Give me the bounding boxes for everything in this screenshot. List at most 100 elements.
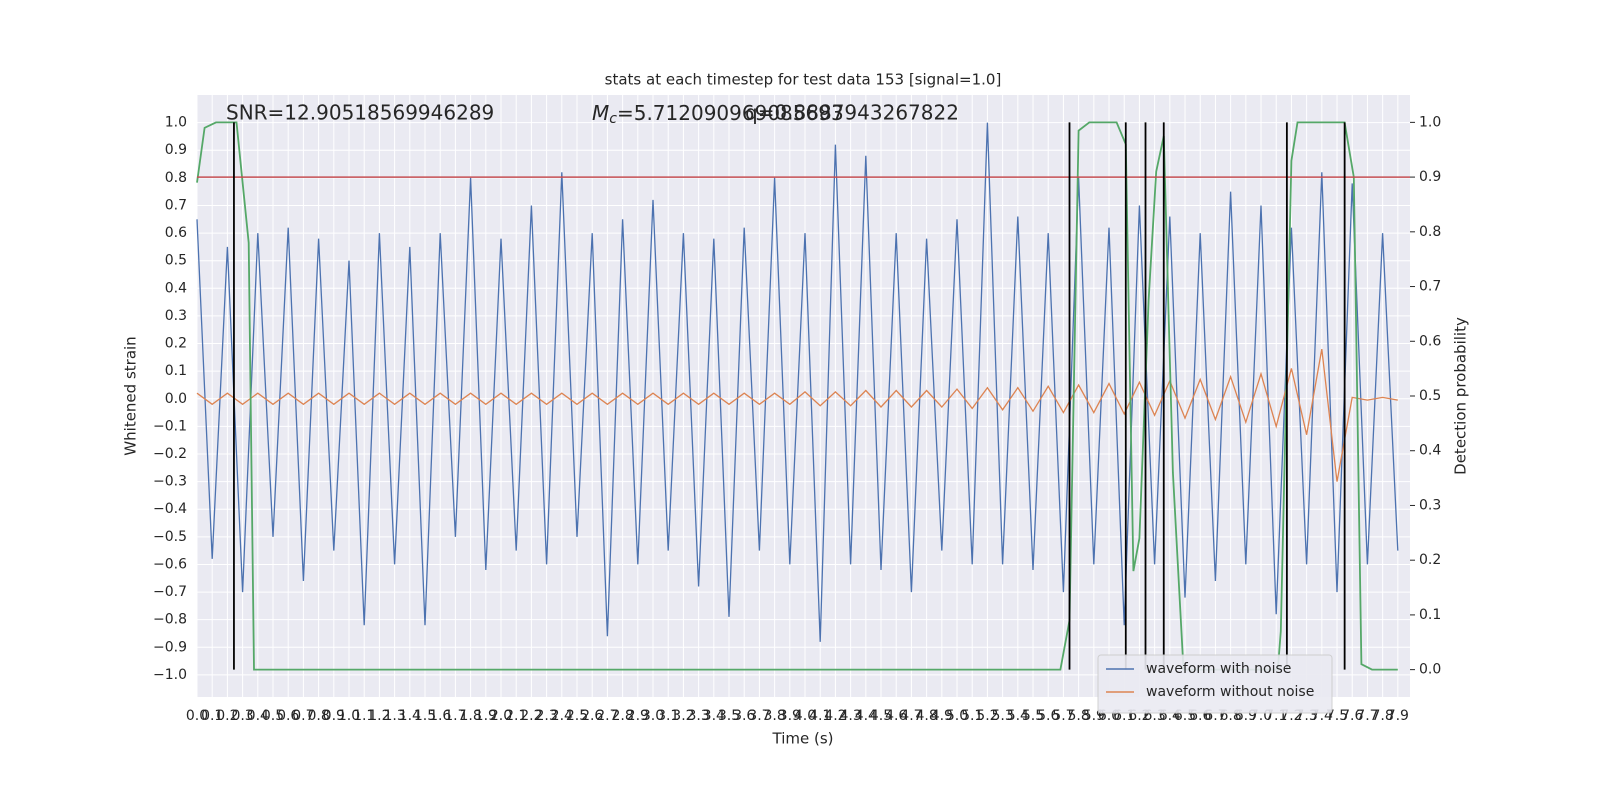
x-tick-label: 1.1 <box>353 708 375 724</box>
y-tick-label: 0.6 <box>165 225 187 241</box>
x-tick-label: 2.6 <box>581 708 603 724</box>
x-tick-label: 4.3 <box>839 708 861 724</box>
x-tick-label: 4.9 <box>931 708 953 724</box>
y-tick-label: −0.6 <box>153 556 187 572</box>
x-tick-label: 0.7 <box>292 708 314 724</box>
x-tick-label: 2.4 <box>551 708 573 724</box>
x-tick-label: 0.2 <box>216 708 238 724</box>
y-tick-label: 0.5 <box>165 253 187 269</box>
y2-tick-label: 0.6 <box>1419 333 1441 349</box>
x-tick-label: 4.6 <box>885 708 907 724</box>
x-tick-label: 5.0 <box>946 708 968 724</box>
y-tick-label: 0.1 <box>165 363 187 379</box>
x-tick-label: 1.9 <box>475 708 497 724</box>
x-tick-label: 4.8 <box>915 708 937 724</box>
x-tick-label: 5.7 <box>1052 708 1074 724</box>
y-tick-label: 0.7 <box>165 197 187 213</box>
y2-tick-label: 0.3 <box>1419 497 1441 513</box>
legend-label: waveform with noise <box>1146 661 1291 677</box>
legend-box <box>1097 654 1333 714</box>
x-tick-label: 2.7 <box>596 708 618 724</box>
x-tick-label: 5.4 <box>1007 708 1029 724</box>
x-tick-label: 5.1 <box>961 708 983 724</box>
series-line <box>196 121 1398 671</box>
x-tick-label: 5.5 <box>1022 708 1044 724</box>
x-tick-label: 0.0 <box>186 708 208 724</box>
x-tick-label: 3.0 <box>642 708 664 724</box>
x-tick-label: 7.8 <box>1372 708 1394 724</box>
x-tick-label: 0.9 <box>323 708 345 724</box>
annotation: Mc=5.712090969085693 <box>592 101 844 128</box>
x-tick-label: 1.2 <box>368 708 390 724</box>
x-tick-label: 7.7 <box>1356 708 1378 724</box>
x-tick-label: 0.4 <box>247 708 269 724</box>
x-tick-label: 7.9 <box>1387 708 1409 724</box>
y-tick-label: −0.1 <box>153 418 187 434</box>
y-tick-label: −0.9 <box>153 639 187 655</box>
y-tick-label: −0.2 <box>153 446 187 462</box>
x-tick-label: 1.3 <box>383 708 405 724</box>
y-tick-label: 0.9 <box>165 142 187 158</box>
chart-title: stats at each timestep for test data 153… <box>605 71 1002 89</box>
x-tick-label: 3.4 <box>703 708 725 724</box>
annotation-subscript: c <box>609 111 617 127</box>
x-tick-label: 2.5 <box>566 708 588 724</box>
x-tick-label: 2.1 <box>505 708 527 724</box>
x-tick-label: 5.6 <box>1037 708 1059 724</box>
x-tick-label: 5.2 <box>976 708 998 724</box>
annotation: SNR=12.90518569946289 <box>226 101 494 125</box>
x-tick-label: 5.3 <box>991 708 1013 724</box>
x-tick-label: 3.1 <box>657 708 679 724</box>
y2-tick-label: 0.9 <box>1419 169 1441 185</box>
y2-tick-label: 0.5 <box>1419 388 1441 404</box>
y2-tick-label: 0.1 <box>1419 607 1441 623</box>
x-tick-label: 3.8 <box>763 708 785 724</box>
x-tick-label: 1.8 <box>459 708 481 724</box>
x-tick-label: 1.5 <box>414 708 436 724</box>
y2-tick-label: 0.0 <box>1419 662 1441 678</box>
x-tick-label: 4.4 <box>855 708 877 724</box>
y2-tick-label: 0.8 <box>1419 224 1441 240</box>
x-tick-label: 3.3 <box>687 708 709 724</box>
y2-tick-label: 0.2 <box>1419 552 1441 568</box>
x-tick-label: 0.6 <box>277 708 299 724</box>
x-tick-label: 3.5 <box>718 708 740 724</box>
x-tick-label: 2.2 <box>520 708 542 724</box>
x-tick-label: 2.0 <box>490 708 512 724</box>
x-tick-label: 2.3 <box>535 708 557 724</box>
annotation: q=0.8887943267822 <box>745 101 959 125</box>
x-tick-label: 3.2 <box>672 708 694 724</box>
x-tick-label: 4.7 <box>900 708 922 724</box>
x-tick-label: 5.8 <box>1067 708 1089 724</box>
y2-tick-label: 1.0 <box>1419 114 1441 130</box>
y2-tick-label: 0.4 <box>1419 443 1441 459</box>
x-tick-label: 4.2 <box>824 708 846 724</box>
x-tick-label: 7.6 <box>1341 708 1363 724</box>
y-tick-label: 0.4 <box>165 280 187 296</box>
x-tick-label: 0.3 <box>231 708 253 724</box>
x-tick-label: 4.0 <box>794 708 816 724</box>
x-tick-label: 1.0 <box>338 708 360 724</box>
y-axis-label: Whitened strain <box>122 336 140 455</box>
x-tick-label: 0.8 <box>307 708 329 724</box>
y2-tick-label: 0.7 <box>1419 279 1441 295</box>
x-tick-label: 1.4 <box>399 708 421 724</box>
y-tick-label: 0.0 <box>165 391 187 407</box>
y2-axis-label: Detection probability <box>1452 317 1470 475</box>
y-tick-label: −1.0 <box>153 667 187 683</box>
y-tick-label: −0.3 <box>153 474 187 490</box>
y-tick-label: 0.8 <box>165 170 187 186</box>
legend-label: waveform without noise <box>1146 684 1314 700</box>
x-tick-label: 1.7 <box>444 708 466 724</box>
annotation-symbol: M <box>592 101 609 125</box>
x-tick-label: 1.6 <box>429 708 451 724</box>
x-tick-label: 2.8 <box>611 708 633 724</box>
series-line <box>196 348 1398 482</box>
x-axis-label: Time (s) <box>772 730 834 748</box>
x-tick-label: 3.7 <box>748 708 770 724</box>
y-tick-label: 0.3 <box>165 308 187 324</box>
y-tick-label: 0.2 <box>165 336 187 352</box>
x-tick-label: 0.1 <box>201 708 223 724</box>
y-tick-label: −0.7 <box>153 584 187 600</box>
